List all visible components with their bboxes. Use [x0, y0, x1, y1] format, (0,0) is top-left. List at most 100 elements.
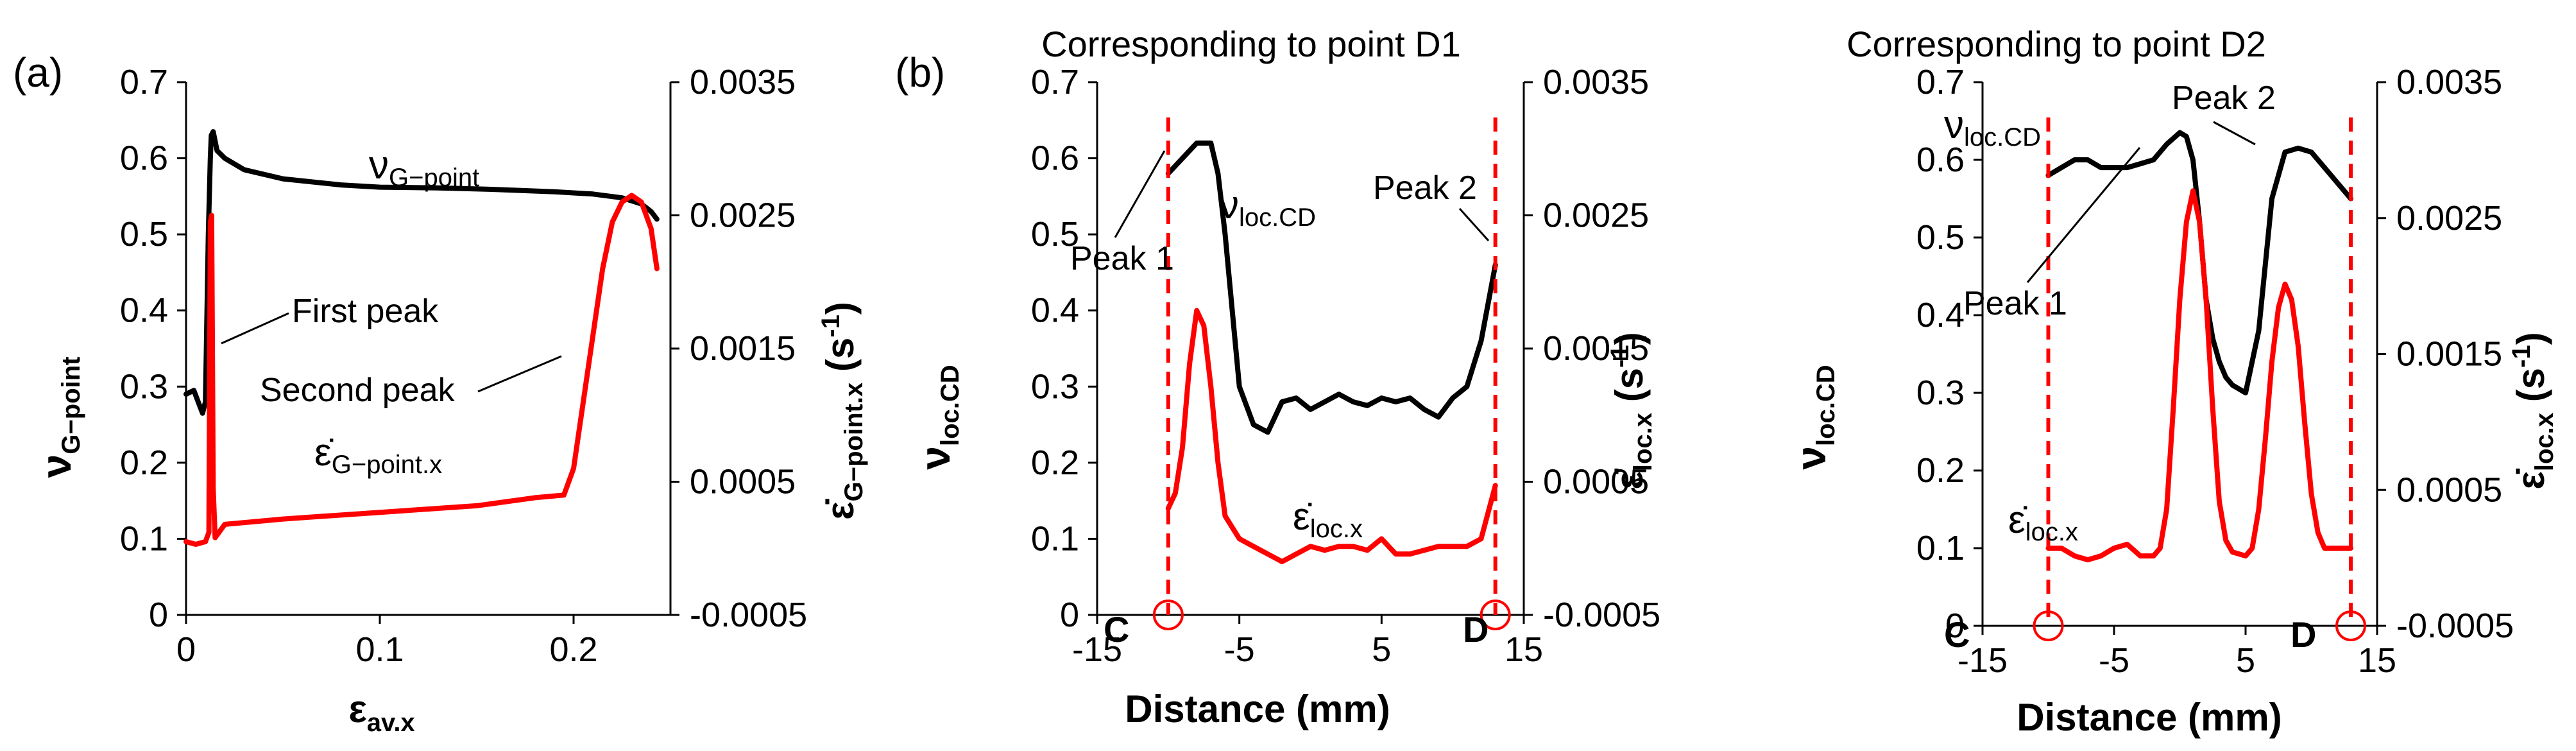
y-tick-label: 0.4 — [120, 291, 168, 330]
series-line-black — [2045, 130, 2353, 395]
y-axis-label-b1-sub: loc.CD — [936, 365, 964, 446]
y-axis-label-b1: νloc.CD — [911, 365, 964, 469]
x-tick-label: -5 — [2099, 641, 2129, 680]
y-tick-label: 0.6 — [1916, 141, 1965, 179]
series-label-nu-loc-b2-nu: ν — [1944, 103, 1964, 147]
y2-tick-label: 0.0035 — [690, 63, 796, 101]
y2-axis-label-a-sub: G−point.x — [840, 383, 868, 502]
panel-title-b1: Corresponding to point D1 — [1041, 24, 1461, 64]
y2-axis-label-b2-close: ) — [2509, 332, 2552, 345]
y2-tick-label: 0.0025 — [2396, 199, 2502, 237]
plot-frame-a — [185, 82, 672, 616]
y2-tick-label: -0.0005 — [690, 596, 807, 634]
x-tick-label: 0 — [176, 630, 196, 669]
annotation-peak2-b2: Peak 2 — [2172, 80, 2276, 117]
y-tick-label: 0.4 — [1916, 296, 1965, 334]
y-tick-label: 0.3 — [120, 367, 168, 406]
marker-label-c-b2: C — [1944, 614, 1970, 655]
arrow-first-peak — [221, 312, 289, 345]
series-line-red — [183, 193, 660, 547]
y-axis-label-b2: νloc.CD — [1787, 365, 1840, 469]
y2-tick-label: 0.0035 — [1543, 63, 1649, 101]
y2-tick-label: 0.0005 — [1543, 463, 1649, 501]
y-tick-label: 0.5 — [1031, 215, 1079, 254]
y2-axis-label-b1: ε̇loc.x (s-1) — [1606, 332, 1657, 489]
arrow-peak2-b1 — [1458, 207, 1490, 242]
arrow-peak1-b2 — [2026, 147, 2141, 283]
marker-label-d-b2: D — [2290, 614, 2316, 655]
series-label-eps-loc-b1: ε̇loc.x — [1293, 495, 1363, 543]
x-tick-label: -15 — [1958, 641, 2008, 680]
y-tick-label: 0.5 — [1916, 218, 1965, 257]
y-tick-label: 0.7 — [120, 63, 168, 101]
marker-circle-d — [1480, 600, 1511, 630]
y2-axis-label-b1-close: ) — [1608, 332, 1651, 345]
series-label-nu-loc-b1: νloc.CD — [1219, 183, 1316, 232]
y2-tick-label: 0.0015 — [1543, 329, 1649, 368]
x-axis-label-a-sub: av.x — [367, 709, 415, 737]
y2-axis-label-b2-eps: ε̇ — [2509, 468, 2552, 489]
x-tick-label: 0.2 — [549, 630, 597, 669]
y-tick-label: 0 — [1060, 596, 1079, 634]
arrow-second-peak — [477, 355, 562, 393]
y-tick-label: 0.1 — [120, 519, 168, 558]
ticks-b2: 0 0.1 0.2 0.3 0.4 0.5 0.6 0.7 -0.0005 0.0005 0.001… — [1916, 63, 2514, 680]
y2-tick-label: 0.0025 — [690, 196, 796, 235]
series-label-eps-loc-b1-eps: ε̇ — [1293, 495, 1312, 538]
ticks-b1: 0 0.1 0.2 0.3 0.4 0.5 0.6 0.7 -0.0005 0.0005 0.001… — [1031, 63, 1660, 669]
series-line-red — [2045, 188, 2353, 563]
arrow-peak2-b2 — [2213, 121, 2256, 146]
y-axis-label-a-nu: ν — [32, 454, 80, 478]
annotation-peak1-b2: Peak 1 — [1963, 285, 2067, 322]
y-tick-label: 0.2 — [1031, 444, 1079, 482]
series-b2 — [2033, 117, 2366, 641]
marker-circle-c — [1152, 600, 1184, 630]
arrow-peak1-b1 — [1114, 150, 1166, 238]
x-tick-label: 15 — [2358, 641, 2396, 680]
y-tick-label: 0.2 — [1916, 451, 1965, 490]
y-tick-label: 0.3 — [1031, 367, 1079, 406]
y-tick-label: 0 — [149, 596, 168, 634]
series-line-red — [1165, 307, 1498, 564]
marker-circle-d — [2335, 610, 2366, 641]
series-a — [183, 129, 660, 547]
y-tick-label: 0.1 — [1031, 519, 1079, 558]
y2-axis-label-b1-eps: ε̇ — [1608, 468, 1651, 489]
panel-a: (a) 00.10.20.30.40.50.60.7-0.00050.00050… — [13, 49, 868, 737]
y-tick-label: 0.6 — [120, 139, 168, 178]
y2-tick-label: -0.0005 — [1543, 596, 1660, 634]
y-tick-label: 0.2 — [120, 444, 168, 482]
series-label-eps-g-point: ε̇G−point.x — [314, 431, 442, 479]
x-tick-label: -5 — [1224, 630, 1255, 669]
y2-axis-label-b1-unit: (s — [1608, 368, 1651, 413]
annotation-peak1-b1: Peak 1 — [1070, 240, 1174, 277]
y-tick-label: 0.7 — [1916, 63, 1965, 101]
y2-axis-label-a-eps: ε̇ — [819, 498, 862, 519]
y2-tick-label: 0.0015 — [2396, 335, 2502, 374]
y-tick-label: 0.1 — [1916, 529, 1965, 567]
y2-axis-label-a-exp: -1 — [817, 315, 845, 338]
y2-axis-label-b2-exp: -1 — [2507, 345, 2536, 368]
series-label-nu-g-point: νG−point — [369, 143, 479, 192]
series-label-eps-loc-b2-sub: loc.x — [2026, 518, 2078, 546]
y2-axis-label-b1-sub: loc.x — [1629, 413, 1657, 471]
series-line-black — [183, 129, 660, 416]
x-axis-label-a: εav.x — [348, 687, 414, 737]
y2-axis-label-b2-unit: (s — [2509, 368, 2552, 413]
panel-b2: Corresponding to point D2 00.10.20.30.40… — [1787, 24, 2559, 739]
marker-circle-c — [2033, 610, 2064, 641]
y2-axis-label-b2: ε̇loc.x (s-1) — [2507, 332, 2559, 489]
series-label-nu-loc-b2: νloc.CD — [1944, 103, 2041, 151]
panel-label-a: (a) — [13, 49, 63, 96]
x-tick-label: -15 — [1072, 630, 1122, 669]
x-tick-label: 5 — [2236, 641, 2255, 680]
y2-tick-label: 0.0025 — [1543, 196, 1649, 235]
y-tick-label: 0.4 — [1031, 291, 1079, 330]
y2-axis-label-a-unit: (s — [819, 338, 862, 383]
series-label-nu-g-point-nu: ν — [369, 143, 389, 187]
y-axis-label-b2-sub: loc.CD — [1812, 365, 1840, 446]
x-axis-label-b2: Distance (mm) — [2017, 696, 2282, 739]
x-tick-label: 15 — [1505, 630, 1543, 669]
series-line-black — [1165, 140, 1498, 435]
